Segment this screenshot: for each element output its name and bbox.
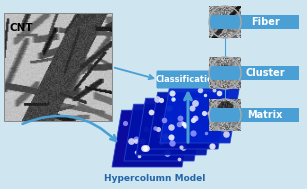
Polygon shape bbox=[124, 104, 204, 161]
Point bbox=[207, 115, 212, 118]
Point bbox=[149, 111, 154, 114]
Point bbox=[210, 144, 215, 147]
Point bbox=[177, 123, 181, 126]
Point bbox=[197, 89, 202, 92]
Point bbox=[134, 150, 138, 153]
Point bbox=[169, 91, 174, 94]
Point bbox=[129, 140, 134, 143]
Point bbox=[213, 105, 218, 108]
Point bbox=[144, 127, 149, 130]
Point bbox=[169, 136, 173, 139]
Point bbox=[220, 99, 225, 102]
Point bbox=[122, 121, 127, 124]
Point bbox=[202, 111, 207, 114]
Point bbox=[216, 91, 221, 94]
Point bbox=[191, 132, 196, 135]
Point bbox=[176, 157, 181, 160]
Point bbox=[207, 112, 212, 115]
Point bbox=[190, 106, 195, 109]
Point bbox=[193, 98, 198, 101]
Point bbox=[203, 94, 208, 97]
Point bbox=[193, 128, 198, 131]
Point bbox=[166, 132, 171, 136]
Point bbox=[168, 125, 173, 128]
Point bbox=[186, 124, 191, 127]
FancyBboxPatch shape bbox=[209, 108, 299, 122]
Point bbox=[162, 118, 167, 121]
Point bbox=[180, 121, 185, 124]
Point bbox=[224, 132, 229, 136]
Point bbox=[140, 139, 145, 143]
Point bbox=[157, 114, 161, 117]
Point bbox=[192, 102, 197, 105]
Point bbox=[170, 98, 175, 101]
Polygon shape bbox=[136, 98, 216, 155]
Point bbox=[142, 146, 147, 149]
Point bbox=[164, 122, 169, 125]
Point bbox=[190, 119, 195, 122]
Point bbox=[158, 99, 163, 102]
Point bbox=[158, 141, 163, 144]
Text: Hypercolumn Model: Hypercolumn Model bbox=[104, 174, 206, 183]
Point bbox=[158, 116, 163, 119]
Point bbox=[133, 137, 138, 140]
FancyBboxPatch shape bbox=[209, 66, 299, 80]
Point bbox=[192, 117, 197, 120]
Point bbox=[133, 140, 138, 143]
Polygon shape bbox=[148, 92, 227, 149]
Text: Fiber: Fiber bbox=[251, 17, 279, 27]
Text: Classification: Classification bbox=[156, 75, 220, 84]
Point bbox=[143, 147, 148, 150]
Point bbox=[203, 131, 208, 134]
Point bbox=[181, 146, 185, 149]
Point bbox=[212, 117, 216, 120]
Point bbox=[136, 154, 141, 157]
FancyBboxPatch shape bbox=[157, 70, 220, 88]
Point bbox=[162, 134, 167, 137]
Point bbox=[183, 118, 188, 121]
Point bbox=[161, 112, 166, 115]
Text: CNT: CNT bbox=[9, 23, 33, 33]
Text: Cluster: Cluster bbox=[245, 68, 285, 78]
Point bbox=[165, 151, 169, 154]
Point bbox=[169, 142, 174, 145]
Text: Matrix: Matrix bbox=[247, 110, 283, 120]
Point bbox=[159, 131, 164, 134]
FancyBboxPatch shape bbox=[209, 15, 299, 29]
Point bbox=[171, 123, 176, 126]
Bar bbox=[4, 13, 112, 121]
Point bbox=[153, 126, 157, 129]
Point bbox=[176, 122, 181, 125]
Polygon shape bbox=[112, 110, 192, 167]
Polygon shape bbox=[160, 86, 239, 143]
Point bbox=[154, 98, 159, 101]
Point bbox=[177, 117, 182, 120]
Point bbox=[181, 123, 186, 126]
Point bbox=[155, 128, 160, 131]
Point bbox=[178, 145, 183, 148]
Point bbox=[167, 106, 172, 109]
Point bbox=[157, 134, 162, 137]
Point bbox=[182, 125, 187, 128]
Point bbox=[211, 88, 216, 91]
Point bbox=[185, 96, 190, 99]
Point bbox=[171, 108, 176, 112]
